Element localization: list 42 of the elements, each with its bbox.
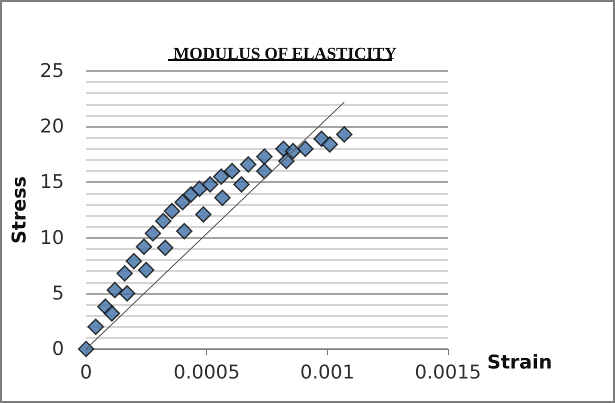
x-tick-label: 0.001: [300, 362, 355, 384]
point: [176, 222, 193, 240]
point: [174, 194, 191, 210]
y-tick-label: 0: [52, 338, 64, 360]
point: [144, 225, 162, 242]
point: [106, 282, 124, 298]
point: [136, 238, 152, 255]
y-tick-label: 25: [40, 60, 64, 82]
y-tick-label: 15: [40, 171, 64, 194]
point: [212, 168, 230, 185]
y-tick-label: 5: [52, 282, 64, 304]
point: [297, 140, 314, 158]
point: [322, 136, 338, 153]
point: [87, 318, 104, 336]
x-tick-label: 0.0015: [414, 362, 482, 384]
point: [164, 202, 180, 220]
y-tick-label: 20: [40, 116, 64, 138]
point: [240, 156, 256, 173]
x-axis-title: Strain: [487, 352, 552, 374]
point: [233, 176, 250, 193]
point: [195, 206, 212, 223]
point: [104, 305, 120, 322]
chart-title: MODULUS OF ELASTICITY: [173, 44, 397, 63]
point: [278, 152, 295, 170]
point: [214, 190, 231, 206]
point: [202, 176, 218, 193]
point: [224, 162, 240, 180]
x-tick-label: 0.0005: [173, 362, 240, 384]
point: [116, 265, 133, 282]
point: [138, 262, 154, 278]
point: [118, 285, 136, 302]
point: [256, 148, 273, 165]
point: [78, 340, 94, 358]
x-tick-label: 0: [80, 362, 92, 384]
point: [126, 252, 142, 270]
point: [155, 212, 172, 230]
point: [256, 162, 273, 180]
point: [156, 240, 174, 256]
y-axis-title: Stress: [8, 176, 30, 244]
point: [336, 126, 352, 143]
point: [191, 180, 208, 198]
y-tick-label: 10: [40, 226, 64, 249]
